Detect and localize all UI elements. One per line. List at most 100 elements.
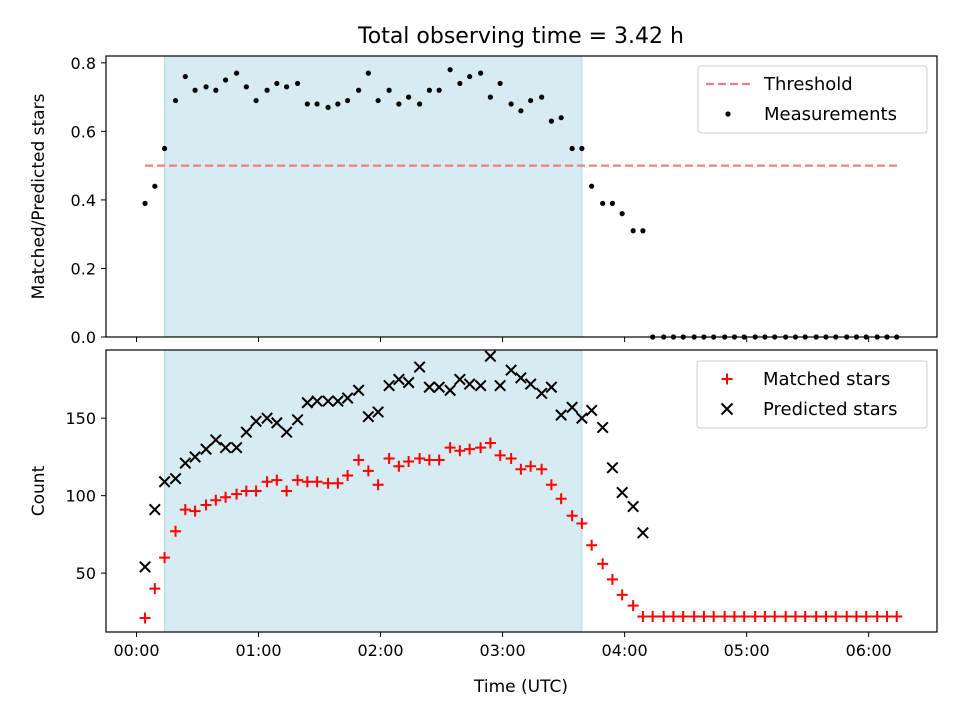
x-tick-label: 06:00 — [846, 641, 892, 660]
data-point — [535, 387, 548, 400]
data-point — [182, 73, 188, 80]
data-point — [474, 379, 487, 392]
data-point — [536, 463, 548, 475]
x-tick-label: 03:00 — [480, 641, 526, 660]
x-tick-label: 02:00 — [358, 641, 404, 660]
data-point — [433, 381, 446, 394]
data-point — [396, 101, 402, 107]
data-point — [478, 70, 484, 76]
data-point — [189, 505, 201, 517]
data-point — [403, 456, 415, 468]
data-point — [179, 504, 191, 516]
observing-window-band — [164, 55, 583, 338]
data-point — [220, 491, 232, 503]
x-tick-label: 00:00 — [113, 641, 159, 660]
data-point — [209, 433, 222, 446]
data-point — [203, 84, 209, 90]
legend-label: Threshold — [763, 74, 853, 95]
data-point — [341, 392, 354, 404]
data-point — [881, 611, 893, 623]
y-tick-label: 0.8 — [71, 54, 96, 73]
data-point — [362, 410, 375, 423]
series-plus-0 — [139, 437, 903, 624]
data-point — [270, 416, 283, 429]
data-point — [789, 611, 801, 623]
count-panel: 00:00 01:00 02:00 03:00 04:00 05:00 06:00 50 100… — [29, 349, 938, 660]
data-point — [345, 97, 351, 104]
data-point — [453, 373, 466, 386]
data-point — [158, 475, 171, 488]
x-axis-label: Time (UTC) — [473, 677, 568, 697]
data-point — [159, 552, 171, 564]
data-point — [402, 376, 415, 389]
y-tick-label: 0.4 — [71, 191, 96, 210]
data-point — [566, 510, 578, 522]
data-point — [423, 454, 435, 466]
data-point — [596, 421, 609, 434]
data-point — [283, 84, 290, 90]
y-axis-label: Matched/Predicted stars — [29, 93, 49, 299]
data-point — [240, 485, 252, 497]
observing-window-band — [164, 349, 583, 633]
data-point — [569, 145, 575, 152]
data-point — [524, 378, 537, 390]
data-point — [810, 611, 822, 623]
data-point — [658, 611, 670, 623]
y-axis-label: Count — [29, 465, 49, 516]
y-tick-label: 50 — [76, 564, 96, 583]
data-point — [200, 499, 212, 511]
data-point — [352, 384, 365, 397]
data-point — [253, 97, 259, 104]
data-point — [142, 200, 148, 206]
data-point — [179, 457, 192, 470]
data-point — [616, 589, 628, 601]
data-point — [850, 611, 862, 623]
data-point — [505, 452, 517, 464]
data-point — [830, 611, 842, 623]
data-point — [749, 611, 761, 623]
data-point — [417, 101, 423, 107]
ratio-panel: 0.0 0.2 0.4 0.6 0.8 Matched/Predicted stars Th… — [29, 54, 938, 347]
data-point — [514, 371, 527, 384]
data-point — [261, 476, 273, 488]
data-point — [365, 70, 371, 76]
y-tick-label: 0.6 — [71, 122, 96, 141]
data-point — [219, 441, 232, 454]
data-point — [871, 611, 883, 623]
data-point — [606, 573, 618, 585]
data-point — [322, 477, 334, 489]
data-point — [444, 384, 457, 397]
data-point — [353, 454, 365, 466]
data-point — [484, 437, 496, 449]
data-point — [616, 486, 629, 499]
data-point — [539, 94, 545, 100]
legend-label: Measurements — [764, 104, 897, 125]
plot-frame — [105, 55, 938, 338]
data-point — [698, 611, 710, 623]
data-point — [372, 406, 385, 418]
data-point — [589, 183, 595, 189]
data-point — [820, 611, 832, 623]
data-point — [619, 211, 625, 217]
data-point — [222, 77, 229, 83]
data-point — [528, 97, 534, 104]
data-point — [464, 443, 476, 455]
data-point — [566, 401, 579, 414]
legend-marker-swatch — [725, 111, 731, 117]
data-point — [406, 94, 412, 100]
data-point — [579, 145, 585, 152]
data-point — [355, 87, 362, 93]
legend-box — [696, 360, 928, 429]
data-point — [457, 80, 463, 87]
data-point — [213, 87, 219, 93]
data-point — [281, 485, 293, 497]
data-point — [494, 449, 506, 461]
data-point — [586, 539, 598, 551]
data-point — [383, 379, 396, 392]
data-point — [447, 67, 453, 73]
data-point — [444, 442, 456, 454]
data-point — [515, 463, 527, 475]
data-point — [637, 526, 649, 539]
data-point — [362, 465, 374, 477]
data-point — [240, 426, 253, 439]
